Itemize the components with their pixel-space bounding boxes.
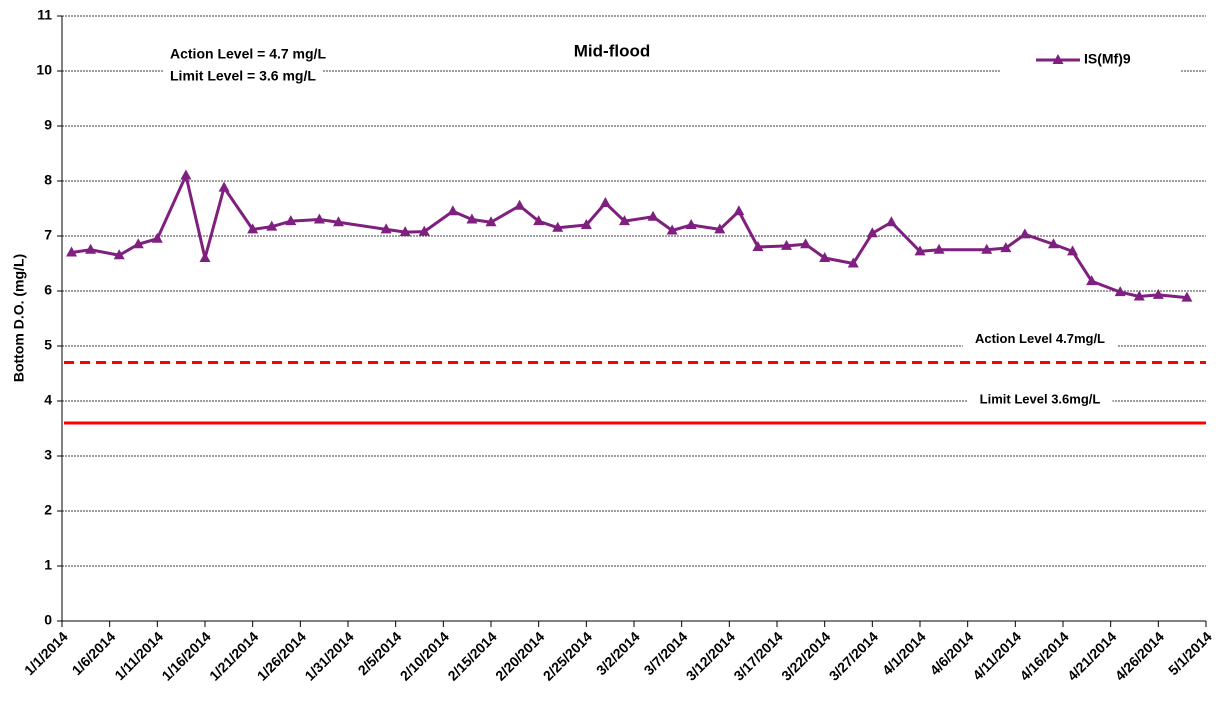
data-point <box>981 243 993 254</box>
data-point <box>447 205 459 216</box>
data-point <box>151 232 163 243</box>
x-tick-label: 5/1/2014 <box>1165 628 1215 678</box>
y-tick-label: 4 <box>44 392 52 408</box>
annotation: Limit Level = 3.6 mg/L <box>170 68 316 84</box>
data-point <box>599 197 611 207</box>
data-point <box>332 216 344 227</box>
x-tick-label: 2/15/2014 <box>444 628 500 684</box>
x-tick-label: 1/16/2014 <box>158 628 214 684</box>
x-tick-label: 4/26/2014 <box>1112 628 1168 684</box>
series-line <box>71 174 1188 300</box>
data-point <box>85 243 97 254</box>
reference-label-bg <box>967 390 1113 408</box>
data-point <box>866 227 878 238</box>
x-tick-label: 1/11/2014 <box>111 628 166 683</box>
data-point <box>714 223 726 234</box>
x-tick-label: 1/21/2014 <box>206 628 262 684</box>
x-tick-label: 1/26/2014 <box>254 628 310 684</box>
annotation: Mid-flood <box>574 41 650 60</box>
data-point <box>819 252 831 262</box>
x-tick-label: 2/25/2014 <box>540 628 596 684</box>
x-tick-label: 3/22/2014 <box>778 628 834 684</box>
x-tick-label: 4/1/2014 <box>879 628 929 678</box>
reference-label: Action Level 4.7mg/L <box>975 331 1105 346</box>
data-point <box>418 225 430 236</box>
legend-label: IS(Mf)9 <box>1084 51 1131 67</box>
reference-label-bg <box>962 329 1118 347</box>
y-tick-label: 9 <box>44 117 52 133</box>
x-tick-label: 3/27/2014 <box>826 628 882 684</box>
data-point <box>1047 238 1059 249</box>
data-point <box>285 215 297 226</box>
x-tick-label: 4/16/2014 <box>1016 628 1072 684</box>
legend-bg <box>1000 48 1180 72</box>
x-tick-label: 2/20/2014 <box>492 628 548 684</box>
annotation-bg <box>467 40 757 62</box>
legend-marker <box>1052 54 1064 64</box>
data-point <box>199 252 211 262</box>
data-point <box>1133 290 1145 301</box>
data-point <box>66 246 78 257</box>
x-tick-label: 4/21/2014 <box>1064 628 1120 684</box>
data-point <box>313 213 325 224</box>
data-point <box>914 245 926 256</box>
data-point <box>132 238 144 249</box>
y-tick-label: 2 <box>44 502 52 518</box>
data-point <box>733 205 745 216</box>
annotation-bg <box>164 66 323 85</box>
data-point <box>647 210 659 221</box>
data-point <box>933 243 945 254</box>
data-point <box>399 226 411 237</box>
data-point <box>1086 275 1098 286</box>
data-point <box>618 215 630 226</box>
data-point <box>1067 245 1079 256</box>
y-axis-label: Bottom D.O. (mg/L) <box>11 254 27 382</box>
data-point <box>514 199 526 210</box>
data-point <box>752 241 764 251</box>
reference-label: Limit Level 3.6mg/L <box>980 391 1101 406</box>
y-tick-label: 8 <box>44 172 52 188</box>
data-point <box>685 219 697 229</box>
data-point <box>466 213 478 224</box>
data-point <box>266 220 278 231</box>
y-tick-label: 6 <box>44 282 52 298</box>
y-tick-label: 10 <box>36 62 52 78</box>
y-tick-label: 1 <box>44 557 52 573</box>
data-point <box>1114 286 1126 297</box>
data-point <box>666 224 678 235</box>
data-point <box>781 239 793 250</box>
x-tick-label: 2/10/2014 <box>397 628 453 684</box>
y-tick-label: 0 <box>44 612 52 628</box>
data-point <box>1000 242 1012 253</box>
x-tick-label: 3/17/2014 <box>730 628 786 684</box>
x-tick-label: 3/12/2014 <box>683 628 739 684</box>
data-point <box>800 238 812 249</box>
data-point <box>247 223 259 234</box>
data-point <box>885 216 897 227</box>
y-tick-label: 7 <box>44 227 52 243</box>
x-tick-label: 1/31/2014 <box>301 628 357 684</box>
data-point <box>380 223 392 234</box>
data-point <box>1019 228 1031 239</box>
data-point <box>580 219 592 229</box>
x-tick-label: 3/2/2014 <box>593 628 643 678</box>
data-point <box>113 249 125 260</box>
y-tick-label: 11 <box>37 7 52 23</box>
x-tick-label: 1/1/2014 <box>21 628 71 678</box>
data-point <box>1152 288 1164 299</box>
y-tick-label: 5 <box>44 337 52 353</box>
annotation-bg <box>164 44 333 63</box>
data-point <box>533 215 545 226</box>
y-tick-label: 3 <box>44 447 52 463</box>
data-point <box>485 216 497 227</box>
data-point <box>552 221 564 232</box>
x-tick-label: 4/11/2014 <box>969 628 1024 683</box>
data-point <box>1181 291 1193 302</box>
data-point <box>180 169 192 180</box>
annotation: Action Level = 4.7 mg/L <box>170 46 326 62</box>
data-point <box>218 181 230 192</box>
data-point <box>847 257 859 268</box>
